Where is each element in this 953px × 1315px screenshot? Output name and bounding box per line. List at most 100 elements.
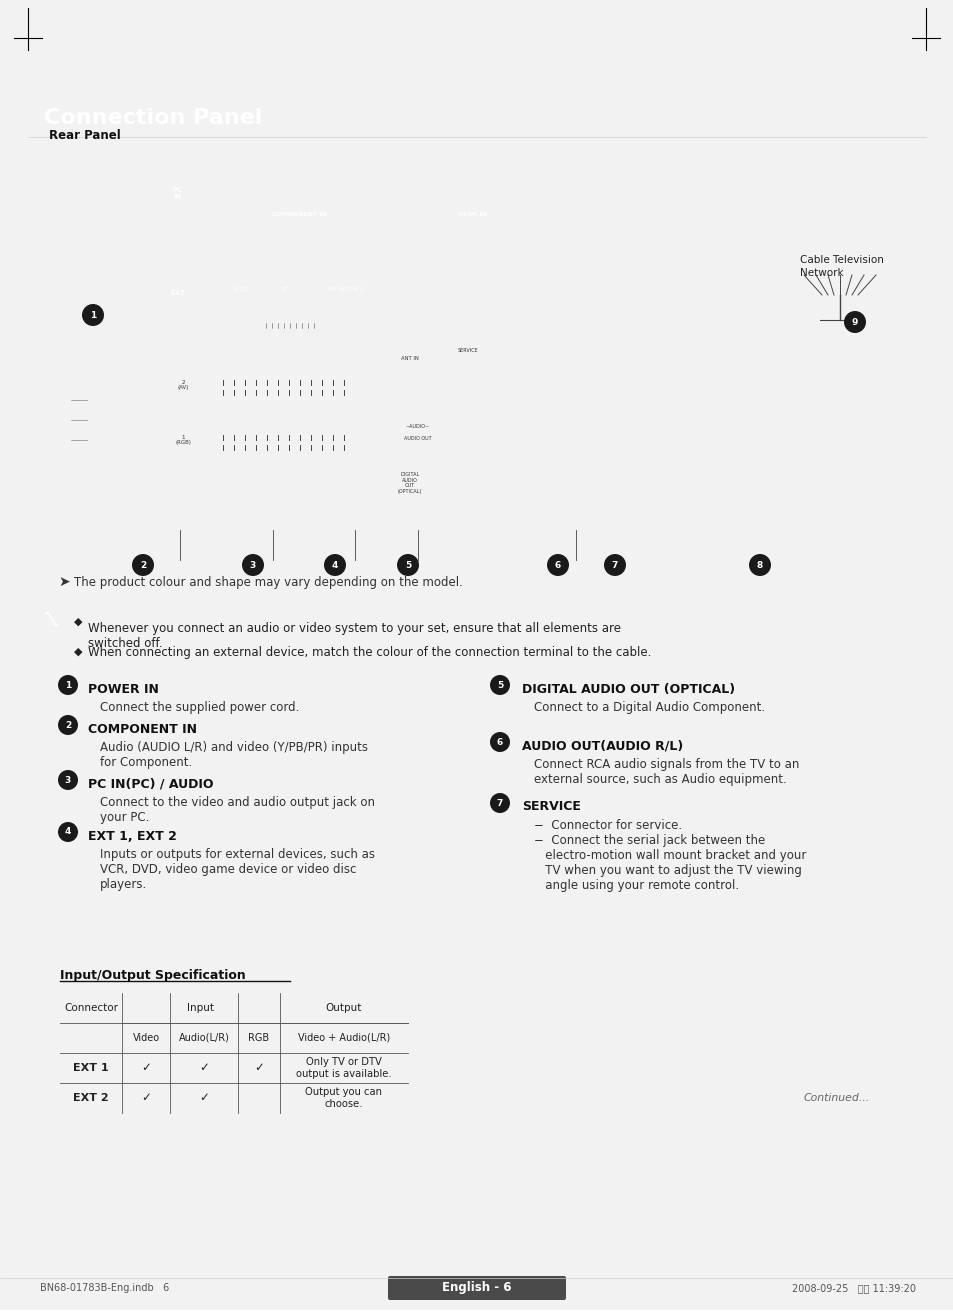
Text: DIGITAL
AUDIO
OUT
(OPTICAL): DIGITAL AUDIO OUT (OPTICAL): [397, 472, 422, 494]
Text: The product colour and shape may vary depending on the model.: The product colour and shape may vary de…: [74, 576, 462, 589]
Text: Input: Input: [188, 1003, 214, 1013]
Text: English - 6: English - 6: [442, 1282, 511, 1294]
Text: 1: 1: [90, 310, 96, 320]
Circle shape: [242, 554, 264, 576]
Text: Inputs or outputs for external devices, such as
VCR, DVD, video game device or v: Inputs or outputs for external devices, …: [100, 848, 375, 892]
Circle shape: [39, 606, 65, 633]
Text: 5: 5: [404, 560, 411, 569]
Text: 5: 5: [497, 680, 502, 689]
Circle shape: [396, 554, 418, 576]
Text: ✓: ✓: [199, 1091, 209, 1105]
Text: ANT IN: ANT IN: [400, 355, 418, 360]
Bar: [294, 530, 365, 565]
Text: Connect to a Digital Audio Component.: Connect to a Digital Audio Component.: [534, 701, 764, 714]
Circle shape: [277, 243, 297, 263]
Text: Audio (AUDIO L/R) and video (Y/PB/PR) inputs
for Component.: Audio (AUDIO L/R) and video (Y/PB/PR) in…: [100, 740, 368, 769]
Text: Connection Panel: Connection Panel: [44, 108, 262, 128]
Text: ✓: ✓: [199, 1061, 209, 1074]
Circle shape: [218, 243, 237, 263]
Circle shape: [603, 554, 625, 576]
Circle shape: [248, 243, 268, 263]
Circle shape: [546, 554, 568, 576]
Circle shape: [58, 771, 78, 790]
Text: Connect the supplied power cord.: Connect the supplied power cord.: [100, 701, 299, 714]
Text: 9: 9: [851, 317, 858, 326]
Text: SERVICE: SERVICE: [457, 347, 477, 352]
Circle shape: [395, 362, 423, 391]
Circle shape: [843, 312, 865, 333]
Text: DIGITAL AUDIO OUT (OPTICAL): DIGITAL AUDIO OUT (OPTICAL): [521, 682, 735, 696]
Bar: [213, 205, 388, 224]
Text: Output you can
choose.: Output you can choose.: [305, 1088, 382, 1109]
Bar: [63, 530, 138, 565]
Bar: [382, 348, 437, 402]
Circle shape: [94, 464, 106, 476]
Circle shape: [58, 715, 78, 735]
Text: Rear Panel: Rear Panel: [49, 129, 121, 142]
Text: ◆: ◆: [74, 617, 82, 627]
Circle shape: [490, 675, 510, 696]
Text: Connect RCA audio signals from the TV to an
external source, such as Audio equip: Connect RCA audio signals from the TV to…: [534, 757, 799, 786]
Text: POWER IN: POWER IN: [88, 682, 159, 696]
Text: Only TV or DTV
output is available.: Only TV or DTV output is available.: [295, 1057, 392, 1078]
Text: 8: 8: [756, 560, 762, 569]
Text: Input/Output Specification: Input/Output Specification: [60, 969, 246, 981]
FancyBboxPatch shape: [388, 1276, 565, 1301]
Bar: [213, 530, 268, 565]
Bar: [510, 530, 579, 565]
Text: 2: 2: [65, 721, 71, 730]
Text: 2
(AV): 2 (AV): [177, 380, 189, 391]
Text: ✓: ✓: [141, 1061, 151, 1074]
Text: DVI IN(HDMI 2): DVI IN(HDMI 2): [328, 287, 364, 292]
Text: PC
IN: PC IN: [172, 187, 183, 200]
Text: 1
(RGB): 1 (RGB): [175, 434, 191, 446]
Text: EXT 1: EXT 1: [73, 1063, 109, 1073]
Circle shape: [490, 732, 510, 752]
Bar: [35, 122, 135, 145]
Text: ✓: ✓: [141, 1091, 151, 1105]
Text: Connect to the video and audio output jack on
your PC.: Connect to the video and audio output ja…: [100, 796, 375, 825]
Bar: [428, 274, 468, 291]
Text: When connecting an external device, match the colour of the connection terminal : When connecting an external device, matc…: [88, 646, 651, 659]
Circle shape: [324, 554, 346, 576]
Circle shape: [109, 464, 121, 476]
Text: −  Connector for service.
−  Connect the serial jack between the
   electro-moti: − Connector for service. − Connect the s…: [534, 819, 805, 892]
Text: AUDIO OUT(AUDIO R/L): AUDIO OUT(AUDIO R/L): [521, 739, 682, 752]
Circle shape: [801, 272, 877, 348]
Text: PC IN(PC) / AUDIO: PC IN(PC) / AUDIO: [88, 777, 213, 790]
Text: AUDIO: AUDIO: [233, 287, 250, 292]
Bar: [428, 235, 468, 252]
Circle shape: [58, 822, 78, 842]
Circle shape: [748, 554, 770, 576]
Bar: [28, 97, 925, 135]
Circle shape: [337, 243, 357, 263]
Text: Cable Television: Cable Television: [800, 255, 882, 266]
Text: Video + Audio(L/R): Video + Audio(L/R): [297, 1034, 390, 1043]
Text: RGB: RGB: [248, 1034, 270, 1043]
Text: COMPONENT IN: COMPONENT IN: [273, 212, 327, 217]
Text: Network: Network: [800, 268, 842, 277]
Text: ~AUDIO~: ~AUDIO~: [406, 423, 430, 429]
Bar: [213, 281, 413, 296]
Text: 6: 6: [555, 560, 560, 569]
Text: 1: 1: [65, 680, 71, 689]
Circle shape: [124, 464, 136, 476]
Circle shape: [132, 554, 153, 576]
Bar: [218, 423, 368, 452]
Circle shape: [94, 489, 106, 501]
Bar: [428, 312, 468, 329]
Bar: [65, 360, 92, 480]
Text: SERVICE: SERVICE: [521, 801, 580, 814]
Text: 3: 3: [250, 560, 255, 569]
Text: ◆: ◆: [74, 647, 82, 658]
Text: 2008-09-25   오전 11:39:20: 2008-09-25 오전 11:39:20: [791, 1283, 915, 1293]
Circle shape: [82, 304, 104, 326]
Text: Output: Output: [326, 1003, 362, 1013]
Text: ➤: ➤: [58, 575, 70, 589]
Text: PC: PC: [283, 287, 290, 292]
Text: 7: 7: [497, 798, 502, 807]
Bar: [148, 138, 700, 530]
Text: Audio(L/R): Audio(L/R): [178, 1034, 230, 1043]
Text: ✓: ✓: [253, 1061, 264, 1074]
Text: Continued...: Continued...: [803, 1093, 869, 1103]
